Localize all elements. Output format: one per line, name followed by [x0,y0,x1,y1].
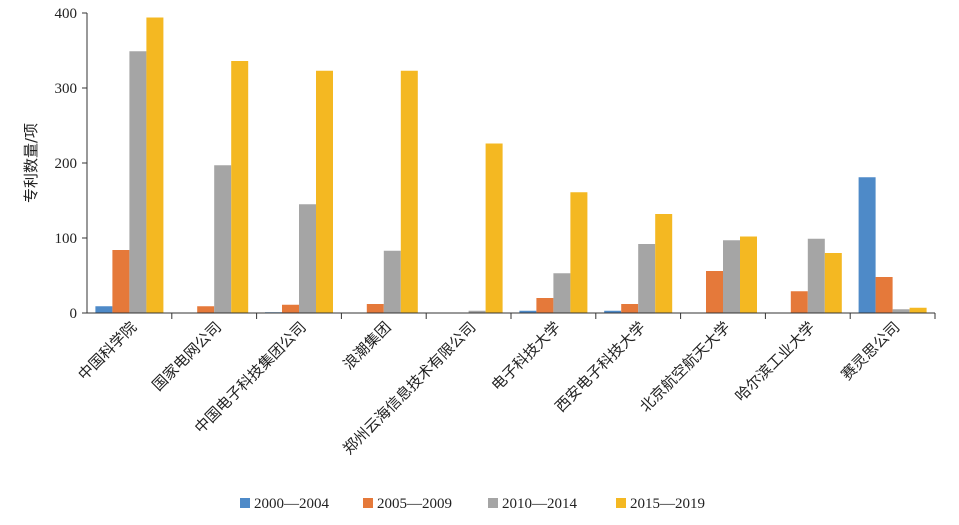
bar-1-5 [536,298,554,313]
bar-2-0 [129,51,147,313]
bar-3-1 [231,61,249,313]
bar-3-7 [740,236,757,313]
bar-2-9 [892,309,910,313]
legend-swatch-2 [488,498,498,508]
category-label-0: 中国科学院 [74,318,140,384]
y-tick-label-0: 0 [70,306,78,322]
bar-1-9 [875,277,893,313]
bar-2-4 [468,310,486,313]
category-label-8: 哈尔滨工业大学 [732,318,819,405]
bar-3-3 [400,70,418,313]
legend-label-0: 2000—2004 [254,496,330,512]
legend-label-2: 2010—2014 [502,496,578,512]
bar-0-0 [95,306,113,313]
category-label-3: 浪潮集团 [339,318,394,373]
bar-2-3 [383,250,401,313]
category-label-5: 电子科技大学 [488,318,564,394]
y-tick-label-1: 100 [55,231,78,247]
y-tick-label-3: 300 [55,81,78,97]
category-label-9: 赛灵思公司 [838,318,904,384]
bar-1-0 [112,250,130,313]
legend-label-1: 2005—2009 [377,496,452,512]
bar-3-9 [909,307,927,313]
bar-3-4 [485,143,503,313]
bar-0-6 [604,310,622,313]
category-label-6: 西安电子科技大学 [551,318,649,416]
bar-1-7 [706,271,723,313]
legend-label-3: 2015—2019 [630,496,705,512]
legend-swatch-0 [240,498,250,508]
bar-0-5 [519,310,537,313]
bar-2-8 [807,238,825,313]
bar-3-6 [655,214,673,313]
bar-1-1 [197,306,215,313]
category-label-1: 国家电网公司 [149,318,225,394]
bar-1-8 [790,291,808,313]
y-tick-label-4: 400 [55,6,78,22]
y-tick-label-2: 200 [55,156,78,172]
legend-swatch-1 [363,498,373,508]
bar-3-2 [316,70,333,313]
bar-3-0 [146,17,164,313]
bar-2-6 [638,244,656,313]
bars-layer [95,17,927,313]
bar-1-2 [282,304,299,313]
y-axis-title: 专利数量/项 [22,123,40,203]
bar-3-5 [570,192,588,313]
bar-3-8 [824,253,842,313]
category-label-7: 北京航空航天大学 [636,318,734,416]
bar-0-9 [858,177,876,313]
bar-2-7 [723,240,740,313]
bar-2-5 [553,273,571,313]
legend-swatch-3 [616,498,626,508]
bar-1-3 [366,304,384,313]
bar-2-2 [299,204,316,313]
y-axis: 0 100 200 300 400 [55,6,88,322]
bar-1-6 [621,304,639,313]
legend: 2000—2004 2005—2009 2010—2014 2015—2019 [240,496,705,512]
bar-2-1 [214,165,232,313]
